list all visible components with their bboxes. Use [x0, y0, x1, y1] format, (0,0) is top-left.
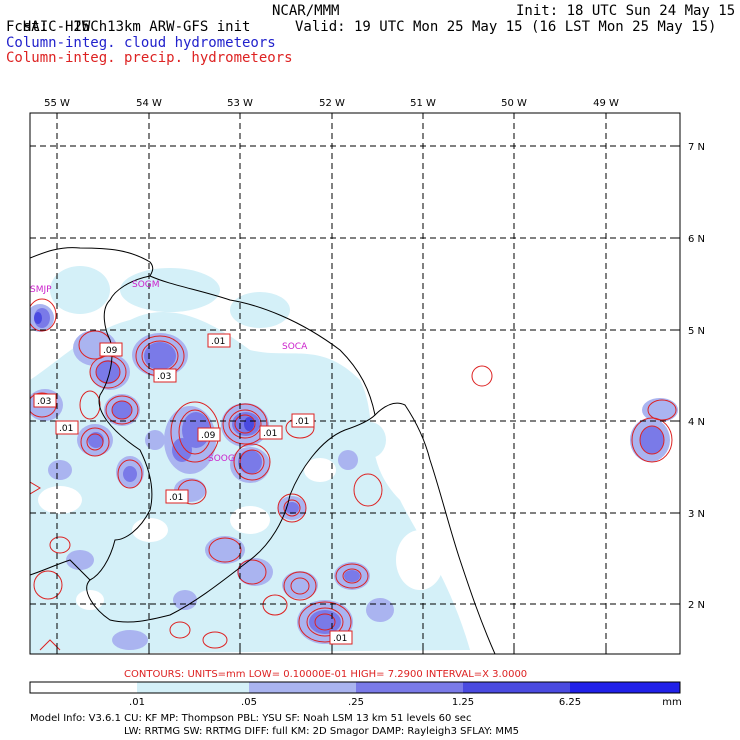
colorbar-border	[29, 681, 681, 694]
model-title-text: HAIC-HIWC 13km ARW-GFS init	[22, 19, 251, 35]
lon-label: 53 W	[227, 98, 253, 109]
lon-label: 52 W	[319, 98, 345, 109]
lat-label: 7 N	[688, 142, 705, 153]
lon-label: 49 W	[593, 98, 619, 109]
colorbar-segment	[137, 682, 249, 693]
forecast-hour: Fcst: 25 h	[6, 19, 108, 35]
svg-text:.09: .09	[103, 346, 118, 356]
model-info-line2: LW: RRTMG SW: RRTMG DIFF: full KM: 2D Sm…	[124, 726, 519, 737]
contour-label: .03	[153, 368, 177, 383]
valid-time: Valid: 19 UTC Mon 25 May 15 (16 LST Mon …	[295, 19, 717, 35]
svg-text:.09: .09	[201, 431, 216, 441]
svg-text:.01: .01	[169, 493, 183, 503]
contour-info: CONTOURS: UNITS=mm LOW= 0.10000E-01 HIGH…	[124, 669, 527, 680]
colorbar-segment	[570, 682, 680, 693]
lon-label: 51 W	[410, 98, 436, 109]
lon-label: 54 W	[136, 98, 162, 109]
model-title: HAIC-HIWC 13km ARW-GFS init	[6, 3, 251, 35]
contour-label: .01	[55, 420, 79, 435]
colorbar-segment	[463, 682, 570, 693]
colorbar-tick: .01	[129, 697, 145, 708]
contour-label: .01	[207, 333, 231, 348]
station-label: SOGM	[132, 280, 160, 290]
field-cloud-title: Column-integ. cloud hydrometeors	[6, 35, 276, 51]
hydrometeor-shading	[30, 113, 680, 654]
lat-label: 5 N	[688, 326, 705, 337]
colorbar-tick: .05	[241, 697, 257, 708]
colorbar-tick: .25	[348, 697, 364, 708]
lat-label: 6 N	[688, 234, 705, 245]
svg-text:.03: .03	[157, 372, 171, 382]
svg-text:.01: .01	[211, 337, 225, 347]
lat-label: 2 N	[688, 600, 705, 611]
lon-label: 55 W	[44, 98, 70, 109]
lat-label: 4 N	[688, 417, 705, 428]
colorbar-segment	[249, 682, 356, 693]
colorbar-segment	[356, 682, 463, 693]
svg-text:.03: .03	[37, 397, 51, 407]
colorbar	[29, 681, 681, 694]
svg-text:.01: .01	[333, 634, 347, 644]
contour-label: .09	[99, 342, 123, 357]
org-label: NCAR/MMM	[272, 3, 340, 19]
colorbar-units: mm	[662, 697, 681, 708]
contour-label: .01	[291, 413, 315, 428]
station-label: SOOG	[208, 454, 235, 464]
contour-label: .01	[165, 489, 189, 504]
contour-label: .03	[33, 393, 57, 408]
lon-label: 50 W	[501, 98, 527, 109]
station-label: SMJP	[30, 285, 52, 295]
contour-label: .01	[329, 630, 353, 645]
colorbar-tick: 6.25	[559, 697, 581, 708]
station-label: SOCA	[282, 342, 308, 352]
svg-text:.01: .01	[59, 424, 73, 434]
contour-label: .01	[259, 425, 283, 440]
contour-label: .09	[197, 427, 221, 442]
model-info-line1: Model Info: V3.6.1 CU: KF MP: Thompson P…	[30, 713, 471, 724]
svg-text:.01: .01	[295, 417, 309, 427]
field-precip-title: Column-integ. precip. hydrometeors	[6, 50, 293, 66]
colorbar-segment	[30, 682, 137, 693]
init-time: Init: 18 UTC Sun 24 May 15	[516, 3, 736, 19]
colorbar-tick: 1.25	[452, 697, 474, 708]
svg-text:.01: .01	[263, 429, 277, 439]
lat-label: 3 N	[688, 509, 705, 520]
